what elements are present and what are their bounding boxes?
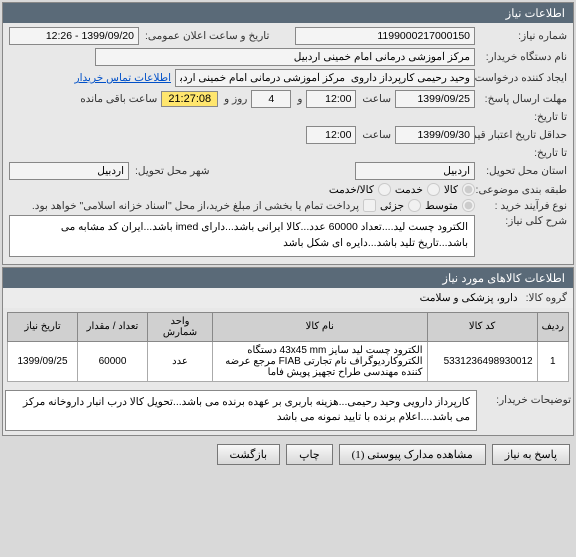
process-label: نوع فرآیند خرید : (479, 200, 567, 212)
until-label: تا تاریخ: (479, 111, 567, 123)
contact-link[interactable]: اطلاعات تماس خریدار (75, 72, 171, 84)
cell-qty: 60000 (78, 341, 148, 381)
attachments-button[interactable]: مشاهده مدارک پیوستی (1) (339, 444, 486, 465)
remain-label: ساعت باقی مانده (78, 93, 157, 105)
creator-label: ایجاد کننده درخواست: (479, 72, 567, 84)
countdown-timer: 21:27:08 (161, 91, 218, 107)
cell-code: 5331236498930012 (427, 341, 537, 381)
need-no-field (295, 27, 475, 45)
process-mid-radio (462, 199, 475, 212)
min-valid-time-field (306, 126, 356, 144)
need-info-header: اطلاعات نیاز (3, 3, 573, 23)
reply-button[interactable]: پاسخ به نیاز (492, 444, 570, 465)
treasury-note: پرداخت تمام یا بخشی از مبلغ خرید،از محل … (32, 200, 359, 212)
goods-service-label: کالا/خدمت (329, 184, 374, 196)
items-table: ردیف کد کالا نام کالا واحد شمارش تعداد /… (7, 312, 569, 382)
service-label: خدمت (395, 184, 423, 196)
desc-text: الکترود چست لید....تعداد 60000 عدد...کال… (9, 215, 475, 257)
process-small-label: جزئی (380, 200, 404, 212)
days-label: روز و (222, 93, 247, 105)
deliver-prov-field (355, 162, 475, 180)
deliver-prov-label: استان محل تحویل: (479, 165, 567, 177)
back-button[interactable]: بازگشت (217, 444, 281, 465)
buyer-note-label: توضیحات خریدار: (483, 390, 571, 406)
time-label-1: ساعت (360, 93, 391, 105)
group-label: گروه کالا: (524, 292, 567, 304)
table-row: 1 5331236498930012 الکترود چست لید سایز … (8, 341, 569, 381)
goods-label: کالا (444, 184, 458, 196)
col-code: کد کالا (427, 312, 537, 341)
items-header: اطلاعات کالاهای مورد نیاز (3, 268, 573, 288)
deliver-city-label: شهر محل تحویل: (133, 165, 210, 177)
and-label: و (295, 93, 302, 105)
deadline-date-field (395, 90, 475, 108)
min-valid-date-field (395, 126, 475, 144)
announce-field (9, 27, 139, 45)
need-info-panel: اطلاعات نیاز شماره نیاز: تاریخ و ساعت اع… (2, 2, 574, 265)
buyer-note-text: کارپرداز دارویی وحید رحیمی...هزینه باربر… (5, 390, 477, 432)
goods-radio (462, 183, 475, 196)
cell-n: 1 (537, 341, 568, 381)
process-small-radio (408, 199, 421, 212)
buyer-org-label: نام دستگاه خریدار: (479, 51, 567, 63)
col-row: ردیف (537, 312, 568, 341)
deadline-label: مهلت ارسال پاسخ: (479, 93, 567, 105)
col-date: تاریخ نیاز (8, 312, 78, 341)
announce-label: تاریخ و ساعت اعلان عمومی: (143, 30, 269, 42)
deadline-time-field (306, 90, 356, 108)
buyer-org-field (95, 48, 475, 66)
need-no-label: شماره نیاز: (479, 30, 567, 42)
desc-label: شرح کلی نیاز: (479, 215, 567, 227)
footer-bar: پاسخ به نیاز مشاهده مدارک پیوستی (1) چاپ… (0, 438, 576, 471)
items-panel: اطلاعات کالاهای مورد نیاز گروه کالا: دار… (2, 267, 574, 437)
col-qty: تعداد / مقدار (78, 312, 148, 341)
deliver-city-field (9, 162, 129, 180)
treasury-checkbox (363, 199, 376, 212)
process-mid-label: متوسط (425, 200, 458, 212)
goods-service-radio (378, 183, 391, 196)
budget-label: طبقه بندی موضوعی: (479, 184, 567, 196)
cell-name: الکترود چست لید سایز 43x45 mm دستگاه الک… (213, 341, 428, 381)
print-button[interactable]: چاپ (286, 444, 333, 465)
service-radio (427, 183, 440, 196)
col-name: نام کالا (213, 312, 428, 341)
col-unit: واحد شمارش (148, 312, 213, 341)
days-field (251, 90, 291, 108)
group-value: دارو، پزشکی و سلامت (420, 292, 518, 304)
cell-unit: عدد (148, 341, 213, 381)
to-until-label: تا تاریخ: (479, 147, 567, 159)
cell-date: 1399/09/25 (8, 341, 78, 381)
creator-field (175, 69, 475, 87)
min-valid-label: حداقل تاریخ اعتبار قیمت: (479, 129, 567, 141)
time-label-2: ساعت (360, 129, 391, 141)
